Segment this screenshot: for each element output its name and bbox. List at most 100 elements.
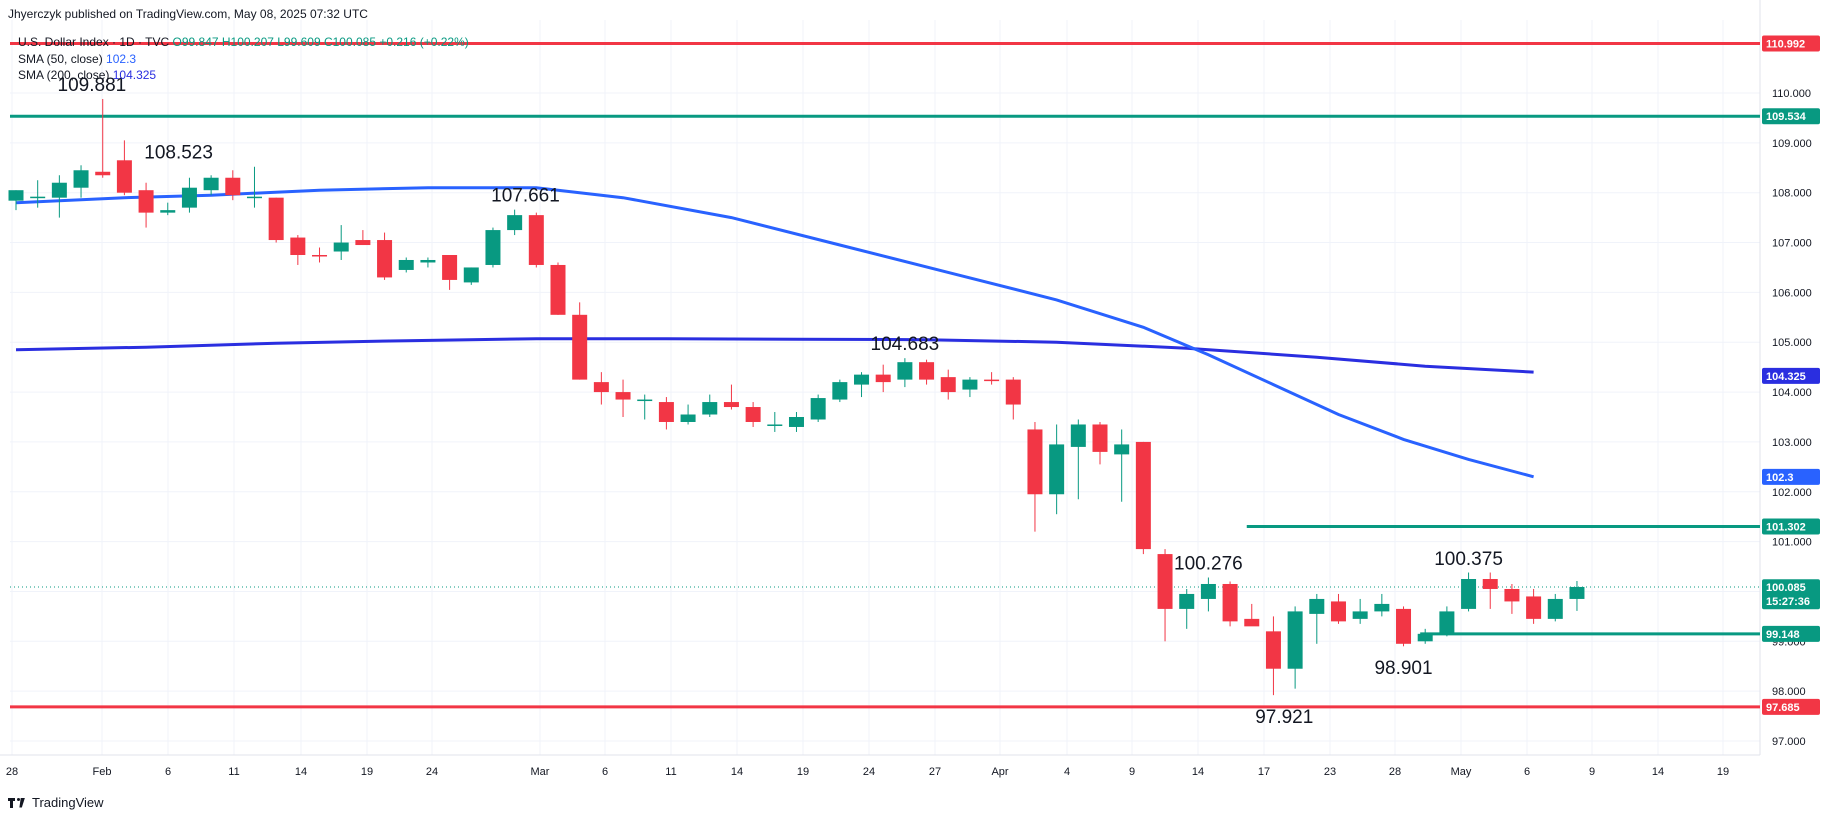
candle [810, 394, 826, 422]
price-annotation: 98.901 [1374, 658, 1432, 679]
x-tick-label: Feb [93, 766, 112, 778]
tradingview-logo-icon [8, 797, 26, 808]
candle [138, 182, 154, 228]
candle [593, 372, 609, 405]
candle [897, 358, 913, 388]
candle-body [1179, 593, 1195, 609]
candle [268, 197, 284, 243]
candle [8, 190, 24, 211]
candle [355, 230, 371, 246]
candle-body [962, 379, 978, 390]
candle-body [702, 402, 718, 415]
candle [463, 267, 479, 285]
publisher-line: Jhyerczyk published on TradingView.com, … [8, 7, 368, 21]
y-tick-label: 104.000 [1772, 387, 1812, 399]
candle [550, 262, 566, 315]
footer-brand[interactable]: TradingView [8, 795, 104, 810]
y-tick-label: 106.000 [1772, 287, 1812, 299]
candle-body [1287, 611, 1303, 669]
candle [1222, 581, 1238, 627]
candle-body [138, 190, 154, 213]
candle-body [463, 267, 479, 283]
x-tick-label: 9 [1129, 766, 1135, 778]
price-tag-label: 99.148 [1766, 629, 1800, 641]
candle [962, 377, 978, 398]
candle [615, 379, 631, 417]
candle [919, 359, 935, 385]
sma50-legend[interactable]: SMA (50, close) 102.3 [18, 52, 136, 66]
x-tick-label: 11 [228, 766, 239, 778]
candle-body [897, 362, 913, 380]
x-tick-label: 19 [1717, 766, 1729, 778]
candle-body [95, 171, 111, 176]
candle-body [940, 377, 956, 393]
candle [1005, 377, 1021, 420]
candle-body [73, 170, 89, 188]
x-tick-label: 14 [1192, 766, 1204, 778]
candle-body [1417, 633, 1433, 642]
candle-body [420, 259, 436, 263]
y-tick-label: 101.000 [1772, 537, 1812, 549]
x-tick-label: Apr [991, 766, 1008, 778]
price-tag [1762, 698, 1820, 715]
x-tick-label: 6 [1524, 766, 1530, 778]
price-annotation: 97.921 [1255, 707, 1313, 728]
candle-body [312, 255, 328, 257]
candle [420, 257, 436, 268]
candle-body [225, 177, 241, 196]
candle-body [246, 196, 262, 199]
candle-body [984, 379, 1000, 382]
y-tick-label: 102.000 [1772, 487, 1812, 499]
candle-body [854, 374, 870, 385]
sma200-value: 104.325 [112, 68, 157, 82]
candle-body [377, 240, 393, 278]
candle-body [485, 230, 501, 265]
candle [1396, 606, 1412, 647]
candle-body [51, 182, 67, 198]
candle-body [1200, 583, 1216, 599]
candle-body [1396, 608, 1412, 644]
grid-lines [10, 20, 1760, 755]
x-tick-label: 24 [426, 766, 438, 778]
candle [745, 402, 761, 427]
candle [1352, 598, 1368, 624]
candle [1482, 572, 1498, 609]
candle-body [615, 392, 631, 400]
sma200-legend[interactable]: SMA (200, close) 104.325 [18, 68, 156, 82]
candle-body [116, 160, 132, 193]
y-tick-label: 109.000 [1772, 138, 1812, 150]
candle-body [1265, 631, 1281, 669]
symbol-title[interactable]: U.S. Dollar Index · 1D · TVC [18, 35, 170, 49]
candle [1200, 577, 1216, 612]
ohlc-readout: O99.847 H100.207 L99.609 C100.085 +0.216… [172, 35, 469, 49]
x-tick-label: 27 [929, 766, 941, 778]
candle [1179, 588, 1195, 629]
x-tick-label: 14 [1652, 766, 1664, 778]
candles [8, 98, 1585, 696]
candle [181, 177, 197, 213]
candle-body [745, 407, 761, 422]
candle [1135, 441, 1151, 555]
candle [767, 412, 783, 432]
candle-body [203, 177, 219, 191]
candle-body [355, 240, 371, 246]
candle-body [528, 215, 544, 265]
price-tag-label: 102.3 [1766, 472, 1794, 484]
candle-body [290, 237, 306, 255]
candle-body [30, 196, 46, 199]
candle [1526, 588, 1542, 624]
candle [1027, 421, 1043, 532]
candle [73, 165, 89, 198]
price-annotation: 107.661 [491, 186, 560, 207]
x-tick-label: 6 [165, 766, 171, 778]
candle [1461, 572, 1477, 612]
candle [1049, 424, 1065, 515]
y-tick-label: 97.000 [1772, 736, 1806, 748]
candle [702, 394, 718, 417]
candle [95, 98, 111, 178]
candle [1092, 421, 1108, 465]
candle-body [1244, 618, 1260, 627]
candle-body [1135, 441, 1151, 550]
x-tick-label: 28 [1389, 766, 1401, 778]
